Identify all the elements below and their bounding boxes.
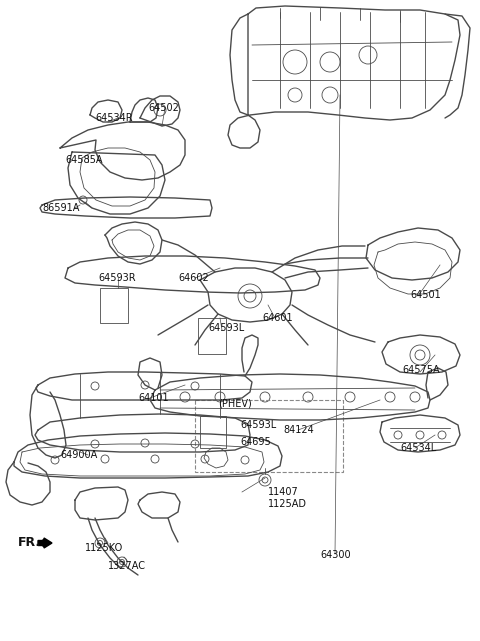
Bar bbox=[195, 400, 343, 472]
Text: 64601: 64601 bbox=[262, 313, 293, 323]
Text: 64534R: 64534R bbox=[95, 113, 132, 123]
Text: FR.: FR. bbox=[18, 537, 41, 549]
Bar bbox=[200, 416, 226, 448]
Text: 64502: 64502 bbox=[148, 103, 179, 113]
FancyArrow shape bbox=[38, 538, 52, 548]
Text: 64593L: 64593L bbox=[208, 323, 244, 333]
Text: 64695: 64695 bbox=[240, 437, 271, 447]
Text: 1125KO: 1125KO bbox=[85, 543, 123, 553]
Text: 1125AD: 1125AD bbox=[268, 499, 307, 509]
Text: 11407: 11407 bbox=[268, 487, 299, 497]
Text: 64585A: 64585A bbox=[65, 155, 103, 165]
Text: 64501: 64501 bbox=[410, 290, 441, 300]
Text: 64575A: 64575A bbox=[402, 365, 440, 375]
Bar bbox=[198, 318, 226, 354]
Text: 86591A: 86591A bbox=[42, 203, 79, 213]
Text: 1327AC: 1327AC bbox=[108, 561, 146, 571]
Text: (PHEV): (PHEV) bbox=[218, 398, 252, 408]
Text: 64300: 64300 bbox=[320, 550, 350, 560]
Text: 64593L: 64593L bbox=[240, 420, 276, 430]
Text: 64900A: 64900A bbox=[60, 450, 97, 460]
Text: 64101: 64101 bbox=[138, 393, 168, 403]
Text: 64602: 64602 bbox=[178, 273, 209, 283]
Bar bbox=[100, 288, 128, 323]
Text: 64534L: 64534L bbox=[400, 443, 436, 453]
Text: 84124: 84124 bbox=[283, 425, 314, 435]
Text: 64593R: 64593R bbox=[98, 273, 136, 283]
